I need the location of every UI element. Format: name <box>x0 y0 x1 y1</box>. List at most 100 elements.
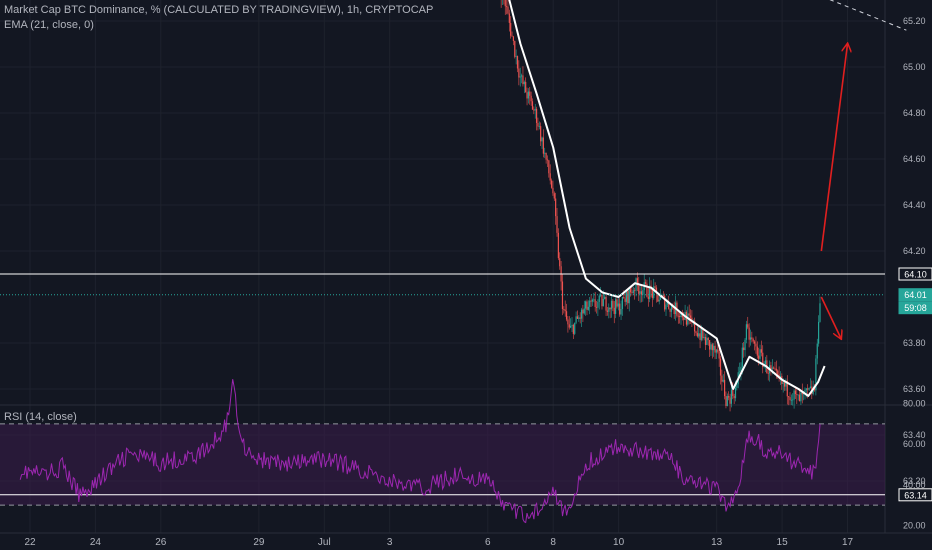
candle-body <box>805 388 807 391</box>
candle-body <box>738 371 741 373</box>
candle-body <box>807 388 809 390</box>
candle-body <box>749 337 752 340</box>
price-tick-label: 63.60 <box>903 384 926 394</box>
candle-body <box>610 300 613 310</box>
candle-body <box>598 295 600 302</box>
candle-body <box>818 321 820 344</box>
candle-body <box>522 75 524 85</box>
support-price-tag-bg <box>898 488 932 502</box>
candle-body <box>504 0 506 7</box>
time-tick-label: 3 <box>387 537 393 548</box>
candle-body <box>555 198 557 217</box>
candle-body <box>669 308 671 312</box>
candle-body <box>668 301 670 309</box>
candle-body <box>670 305 673 312</box>
candle-body <box>783 382 786 387</box>
ema-legend[interactable]: EMA (21, close, 0) <box>4 19 94 31</box>
candle-body <box>679 316 681 318</box>
candle-body <box>782 382 784 384</box>
candle-body <box>631 292 633 294</box>
candle-body <box>654 286 656 288</box>
candle-body <box>665 304 667 310</box>
candle-body <box>698 333 700 337</box>
candle-body <box>526 92 528 99</box>
candle-body <box>507 6 509 14</box>
price-tick-label: 65.00 <box>903 62 926 72</box>
candle-body <box>617 303 619 307</box>
candle-body <box>531 101 534 110</box>
candle-body <box>789 397 791 401</box>
candle-body <box>613 307 615 314</box>
rsi-tick-label: 40.00 <box>903 480 926 490</box>
candle-body <box>710 344 712 350</box>
candle-body <box>512 36 515 41</box>
rsi-tick-label: 80.00 <box>903 399 926 409</box>
rsi-band <box>0 423 885 506</box>
candle-body <box>624 298 626 302</box>
candle-body <box>600 294 602 296</box>
candle-body <box>619 303 621 315</box>
candle-body <box>571 324 573 326</box>
candle-body <box>741 347 743 367</box>
candle-body <box>506 6 508 8</box>
candle-body <box>546 159 549 161</box>
candle-body <box>792 399 794 401</box>
candle-body <box>728 396 730 398</box>
candle-body <box>567 319 569 325</box>
candle-body <box>604 296 606 299</box>
candle-body <box>580 309 583 319</box>
candle-body <box>542 137 544 154</box>
candle-body <box>758 355 760 359</box>
candle-body <box>662 295 664 297</box>
rsi-band-fill <box>0 423 885 506</box>
candle-body <box>511 35 513 37</box>
candle-body <box>570 325 572 328</box>
candle-body <box>703 336 705 339</box>
resistance-price-tag-bg <box>898 267 932 281</box>
candle-body <box>714 345 716 353</box>
chart-title: Market Cap BTC Dominance, % (CALCULATED … <box>4 4 434 16</box>
candle-body <box>575 316 577 323</box>
candle-body <box>529 91 531 96</box>
candle-body <box>699 333 701 340</box>
candle-body <box>755 343 757 347</box>
candle-body <box>815 358 817 391</box>
candle-body <box>638 285 640 294</box>
candle-body <box>696 333 698 337</box>
time-tick-label: 6 <box>485 537 491 548</box>
candle-body <box>593 299 595 301</box>
candle-body <box>819 303 821 322</box>
candle-body <box>548 160 550 174</box>
time-tick-label: 24 <box>90 537 102 548</box>
rsi-legend[interactable]: RSI (14, close) <box>4 411 77 423</box>
candle-body <box>568 324 570 328</box>
candle-body <box>537 122 539 127</box>
candle-body <box>718 351 720 359</box>
candle-body <box>729 397 731 404</box>
candle-body <box>800 392 802 402</box>
candle-body <box>628 288 630 304</box>
candle-body <box>597 301 599 308</box>
bearish-arrow <box>820 296 841 338</box>
candle-body <box>647 296 649 300</box>
candle-body <box>510 22 512 36</box>
candle-body <box>576 316 579 319</box>
last-price-tag: 64.01 <box>904 290 927 300</box>
candle-body <box>688 313 690 316</box>
candle-body <box>659 295 662 300</box>
candle-body <box>717 349 719 352</box>
candle-body <box>508 13 510 23</box>
price-tick-label: 64.20 <box>903 246 926 256</box>
candle-body <box>534 108 536 111</box>
rsi-line <box>19 379 821 524</box>
candle-body <box>745 324 748 340</box>
rsi-tick-label: 60.00 <box>903 439 926 449</box>
candle-body <box>785 380 787 387</box>
candle-body <box>726 396 728 406</box>
candle-body <box>519 76 521 78</box>
candle-body <box>545 152 547 160</box>
candle-body <box>798 394 801 402</box>
candle-body <box>629 288 632 293</box>
candle-body <box>620 308 622 315</box>
